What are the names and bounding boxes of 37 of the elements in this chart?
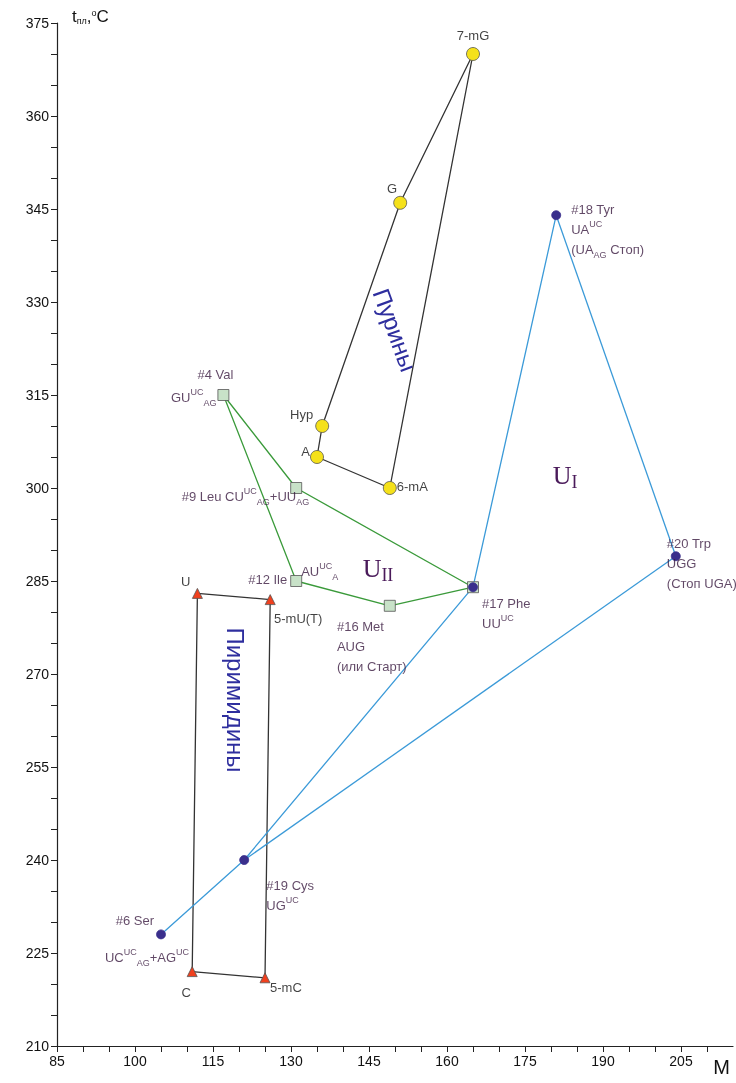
annotation: 6-mA xyxy=(396,478,429,494)
annotation: #12 Ile xyxy=(248,571,288,587)
y-tick-label: 270 xyxy=(25,666,50,682)
x-tick-label: 115 xyxy=(201,1053,225,1069)
annotation: #16 Met AUG (или Старт) xyxy=(336,619,407,675)
x-tick-label: 160 xyxy=(435,1053,459,1069)
x-tick-label: 145 xyxy=(357,1053,381,1069)
y-tick-label: 240 xyxy=(25,852,50,868)
y-tick-label: 375 xyxy=(25,15,50,31)
annotation: #4 Val xyxy=(197,366,234,382)
x-tick-label: 175 xyxy=(513,1053,537,1069)
x-axis-title: M xyxy=(713,1056,731,1078)
annotation: Hyp xyxy=(290,406,314,422)
y-tick-label: 210 xyxy=(25,1038,50,1054)
y-tick-label: 315 xyxy=(25,387,50,403)
annotation: C xyxy=(181,985,191,1001)
annotation: A xyxy=(301,443,311,459)
annotation: 5-mC xyxy=(270,980,302,996)
x-tick-label: 100 xyxy=(123,1053,147,1069)
x-tick-label: 130 xyxy=(279,1053,303,1069)
x-tick-label: 190 xyxy=(591,1053,615,1069)
x-tick-label: 205 xyxy=(669,1053,693,1069)
y-tick-label: 285 xyxy=(25,573,50,589)
annotation: #6 Ser xyxy=(115,912,155,928)
annotation: G xyxy=(387,181,398,197)
y-tick-label: 225 xyxy=(25,945,50,961)
annotation: U xyxy=(181,573,191,589)
y-tick-label: 360 xyxy=(25,108,50,124)
y-tick-label: 345 xyxy=(25,201,50,217)
annotation: 7-mG xyxy=(456,27,490,43)
x-tick-label: 85 xyxy=(49,1053,65,1069)
annotation: Пурины xyxy=(367,284,423,376)
annotation: Пиримидины xyxy=(221,627,249,773)
y-tick-label: 300 xyxy=(25,480,50,496)
y-tick-label: 255 xyxy=(25,759,50,775)
y-tick-label: 330 xyxy=(25,294,50,310)
annotation: 5-mU(T) xyxy=(274,611,323,627)
